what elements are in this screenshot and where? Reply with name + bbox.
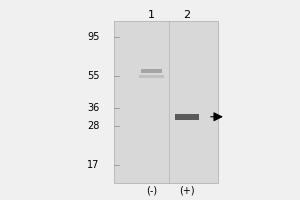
Text: 28: 28 [87,121,100,131]
Text: 36: 36 [87,103,100,113]
Text: 1: 1 [148,10,155,20]
Bar [175,114,199,120]
Text: (-): (-) [146,186,157,196]
Text: 95: 95 [87,32,100,42]
Text: 55: 55 [87,71,100,81]
Bar [114,21,218,183]
Text: 2: 2 [184,10,191,20]
Bar [139,75,164,78]
Text: (+): (+) [179,186,195,196]
Text: 17: 17 [87,160,100,170]
Bar [141,69,162,73]
